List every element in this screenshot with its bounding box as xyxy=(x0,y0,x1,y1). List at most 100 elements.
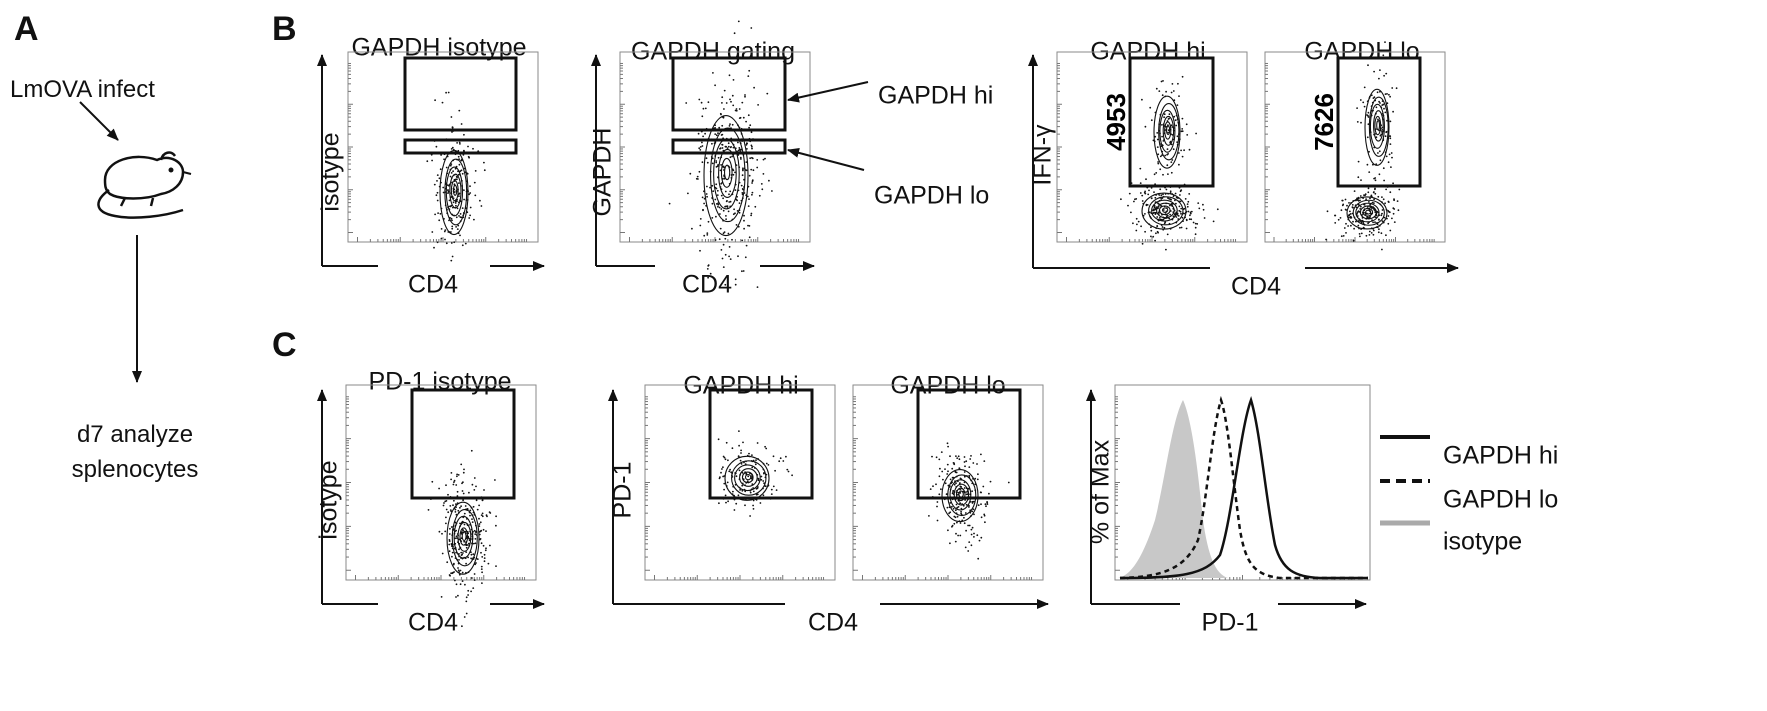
event-dot xyxy=(985,505,987,508)
event-dot xyxy=(707,276,709,279)
event-dot xyxy=(988,492,990,495)
event-dot xyxy=(711,184,714,187)
event-dot xyxy=(751,179,754,182)
contour-line xyxy=(739,468,758,487)
event-dot xyxy=(473,573,476,575)
event-dot xyxy=(1139,167,1142,170)
event-dot xyxy=(1345,222,1347,225)
event-dot xyxy=(734,278,737,281)
event-dot xyxy=(1349,213,1352,215)
event-dot xyxy=(727,459,729,462)
event-dot xyxy=(728,201,731,203)
event-dot xyxy=(479,199,481,202)
event-dot xyxy=(1183,149,1185,152)
event-dot xyxy=(483,161,485,164)
event-dot xyxy=(450,148,453,150)
event-dot xyxy=(1385,72,1388,75)
event-dot xyxy=(971,510,974,513)
event-dot xyxy=(445,242,448,245)
event-dot xyxy=(951,505,953,508)
event-dot xyxy=(968,524,971,527)
event-dot xyxy=(1348,202,1350,204)
event-dot xyxy=(442,186,445,189)
contour-line xyxy=(1158,205,1171,216)
event-dot xyxy=(717,203,720,206)
event-dot xyxy=(457,567,459,569)
event-dot xyxy=(1144,230,1146,233)
event-dot xyxy=(938,458,941,461)
event-dot xyxy=(762,158,765,161)
event-dot xyxy=(461,490,464,492)
event-dot xyxy=(1177,215,1180,217)
event-dot xyxy=(1390,166,1392,169)
event-dot xyxy=(734,283,737,286)
event-dot xyxy=(955,482,957,485)
legend: GAPDH hi GAPDH lo isotype xyxy=(1380,435,1558,556)
event-dot xyxy=(1159,168,1162,171)
event-dot xyxy=(719,147,721,150)
event-dot xyxy=(965,493,968,496)
event-dot xyxy=(699,146,702,148)
event-dot xyxy=(1158,194,1161,196)
contour-line xyxy=(1374,115,1382,136)
event-dot xyxy=(964,499,966,501)
event-dot xyxy=(1178,163,1180,166)
gate-ifng xyxy=(1128,56,1215,188)
event-dot xyxy=(951,525,953,528)
event-dot xyxy=(454,511,457,513)
event-dot xyxy=(476,508,479,511)
event-dot xyxy=(1212,220,1215,223)
event-dot xyxy=(724,253,727,256)
event-dot xyxy=(1359,235,1361,238)
event-dot xyxy=(1161,124,1163,126)
event-dot xyxy=(695,177,698,180)
event-dot xyxy=(1181,75,1184,78)
event-dot xyxy=(457,509,460,512)
event-dot xyxy=(462,499,464,502)
pair-x-axis-label: CD4 xyxy=(808,609,858,637)
b-gapdh-lo-plot: GAPDH lo 7626 xyxy=(1264,38,1446,251)
event-dot xyxy=(481,515,484,518)
event-dot xyxy=(1165,248,1167,251)
event-dot xyxy=(452,571,454,574)
event-dot xyxy=(1169,140,1172,143)
event-dot xyxy=(436,191,439,194)
event-dot xyxy=(711,157,714,160)
event-dot xyxy=(1334,214,1336,217)
event-dot xyxy=(1343,227,1346,229)
contour-line xyxy=(741,471,754,484)
c-plot3-title: GAPDH lo xyxy=(890,372,1005,400)
event-dot xyxy=(469,206,472,209)
event-dot xyxy=(454,202,457,204)
event-dot xyxy=(727,210,730,213)
event-dot xyxy=(1170,161,1173,164)
event-dot xyxy=(1395,87,1398,90)
event-dot xyxy=(1189,212,1192,215)
event-dot xyxy=(696,175,699,178)
event-dot xyxy=(460,159,463,162)
event-dot xyxy=(973,532,975,535)
contour-line xyxy=(457,521,472,552)
event-dot xyxy=(455,596,457,598)
contour-line xyxy=(1364,88,1390,166)
event-dot xyxy=(433,246,435,249)
event-dot xyxy=(963,456,966,458)
event-dot xyxy=(1363,105,1366,108)
contour-line xyxy=(955,487,966,502)
event-dot xyxy=(1166,148,1169,151)
event-dot xyxy=(735,108,738,110)
event-dot xyxy=(959,488,961,491)
event-dot xyxy=(462,529,464,532)
event-dot xyxy=(977,504,980,507)
event-dot xyxy=(745,161,748,164)
event-dot xyxy=(1154,135,1157,138)
event-dot xyxy=(456,490,459,493)
event-dot xyxy=(1172,90,1175,92)
event-dot xyxy=(768,179,770,182)
event-dot xyxy=(724,494,727,497)
event-dot xyxy=(1326,210,1329,213)
contour-line xyxy=(723,164,731,181)
event-dot xyxy=(1356,212,1358,215)
c-gapdh-hi-plot: GAPDH hi xyxy=(644,372,836,581)
